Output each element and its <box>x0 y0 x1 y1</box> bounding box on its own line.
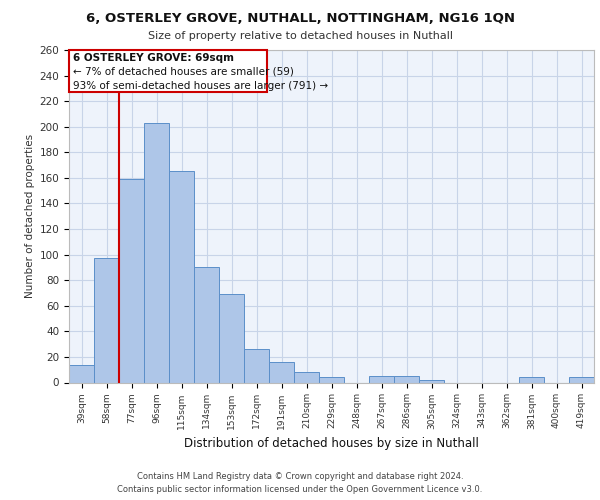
Y-axis label: Number of detached properties: Number of detached properties <box>25 134 35 298</box>
Bar <box>144 123 169 382</box>
Bar <box>194 268 219 382</box>
Bar <box>244 349 269 382</box>
Bar <box>69 364 94 382</box>
Text: Size of property relative to detached houses in Nuthall: Size of property relative to detached ho… <box>148 31 452 41</box>
Bar <box>319 378 344 382</box>
Text: 6, OSTERLEY GROVE, NUTHALL, NOTTINGHAM, NG16 1QN: 6, OSTERLEY GROVE, NUTHALL, NOTTINGHAM, … <box>86 12 515 26</box>
X-axis label: Distribution of detached houses by size in Nuthall: Distribution of detached houses by size … <box>184 437 479 450</box>
Bar <box>269 362 294 382</box>
Bar <box>394 376 419 382</box>
Bar <box>219 294 244 382</box>
Bar <box>119 179 144 382</box>
Text: Contains HM Land Registry data © Crown copyright and database right 2024.
Contai: Contains HM Land Registry data © Crown c… <box>118 472 482 494</box>
Text: ← 7% of detached houses are smaller (59): ← 7% of detached houses are smaller (59) <box>73 66 293 76</box>
Bar <box>294 372 319 382</box>
Bar <box>169 172 194 382</box>
Bar <box>519 378 544 382</box>
Text: 93% of semi-detached houses are larger (791) →: 93% of semi-detached houses are larger (… <box>73 80 328 90</box>
Bar <box>369 376 394 382</box>
Bar <box>94 258 119 382</box>
FancyBboxPatch shape <box>69 50 267 92</box>
Text: 6 OSTERLEY GROVE: 69sqm: 6 OSTERLEY GROVE: 69sqm <box>73 52 234 62</box>
Bar <box>419 380 444 382</box>
Bar <box>569 378 594 382</box>
